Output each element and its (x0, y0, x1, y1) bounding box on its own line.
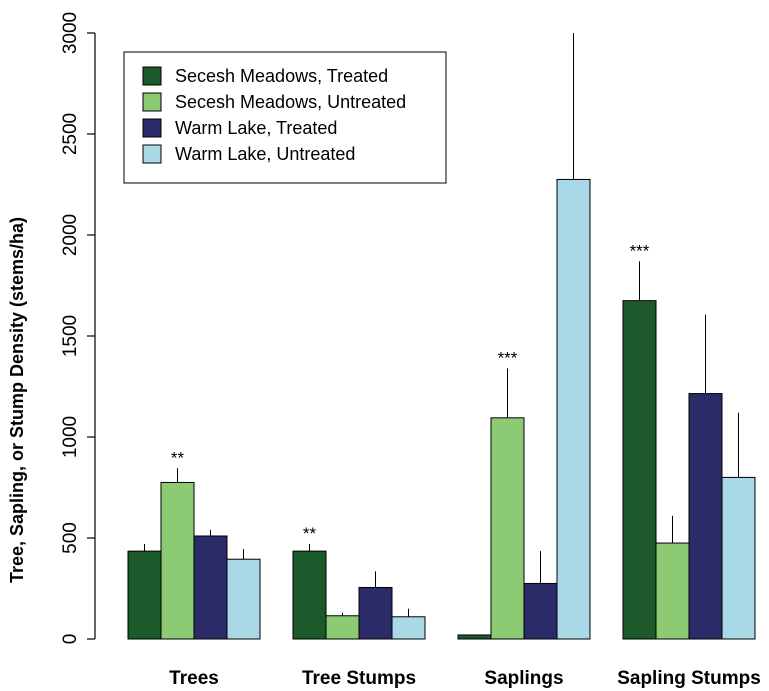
legend-box (123, 51, 447, 184)
y-tick-label: 2000 (60, 214, 81, 256)
legend-swatch (142, 144, 162, 164)
bar (457, 634, 492, 640)
x-category-label: Tree Stumps (302, 668, 416, 689)
bar (655, 542, 690, 640)
y-tick-label: 500 (60, 522, 81, 554)
significance-annotation: ** (171, 448, 185, 467)
bar (193, 535, 228, 640)
significance-annotation: *** (630, 241, 650, 260)
bar (127, 550, 162, 640)
bar (226, 558, 261, 640)
legend-swatch (142, 92, 162, 112)
legend-label: Secesh Meadows, Untreated (175, 92, 406, 112)
legend-label: Warm Lake, Treated (175, 118, 337, 138)
y-axis: 0 500 1000 1500 2000 2500 3000 (60, 12, 96, 645)
legend-swatch (142, 118, 162, 138)
bar (622, 300, 657, 640)
category-labels: Trees Tree Stumps Saplings Sapling Stumps **… (169, 241, 761, 689)
y-tick-label: 1000 (60, 416, 81, 458)
x-category-label: Sapling Stumps (617, 668, 761, 689)
legend-swatch (142, 66, 162, 86)
bar (688, 393, 723, 640)
bar (325, 615, 360, 640)
bar (523, 582, 558, 640)
y-tick-label: 0 (60, 634, 81, 645)
bars (127, 33, 756, 640)
bar (556, 178, 591, 640)
y-tick-label: 1500 (60, 315, 81, 357)
significance-annotation: *** (498, 348, 518, 367)
legend: Secesh Meadows, Treated Secesh Meadows, U… (123, 51, 447, 184)
bar (391, 616, 426, 640)
bar (490, 417, 525, 640)
bar (160, 481, 195, 640)
bar (721, 476, 756, 640)
legend-label: Warm Lake, Untreated (175, 144, 355, 164)
significance-annotation: ** (303, 524, 317, 543)
y-axis-label: Tree, Sapling, or Stump Density (stems/h… (7, 217, 27, 583)
y-tick-label: 2500 (60, 113, 81, 155)
bar (358, 586, 393, 640)
x-category-label: Trees (169, 668, 219, 689)
x-category-label: Saplings (484, 668, 563, 689)
y-tick-label: 3000 (60, 12, 81, 54)
bar (292, 550, 327, 640)
legend-label: Secesh Meadows, Treated (175, 66, 388, 86)
